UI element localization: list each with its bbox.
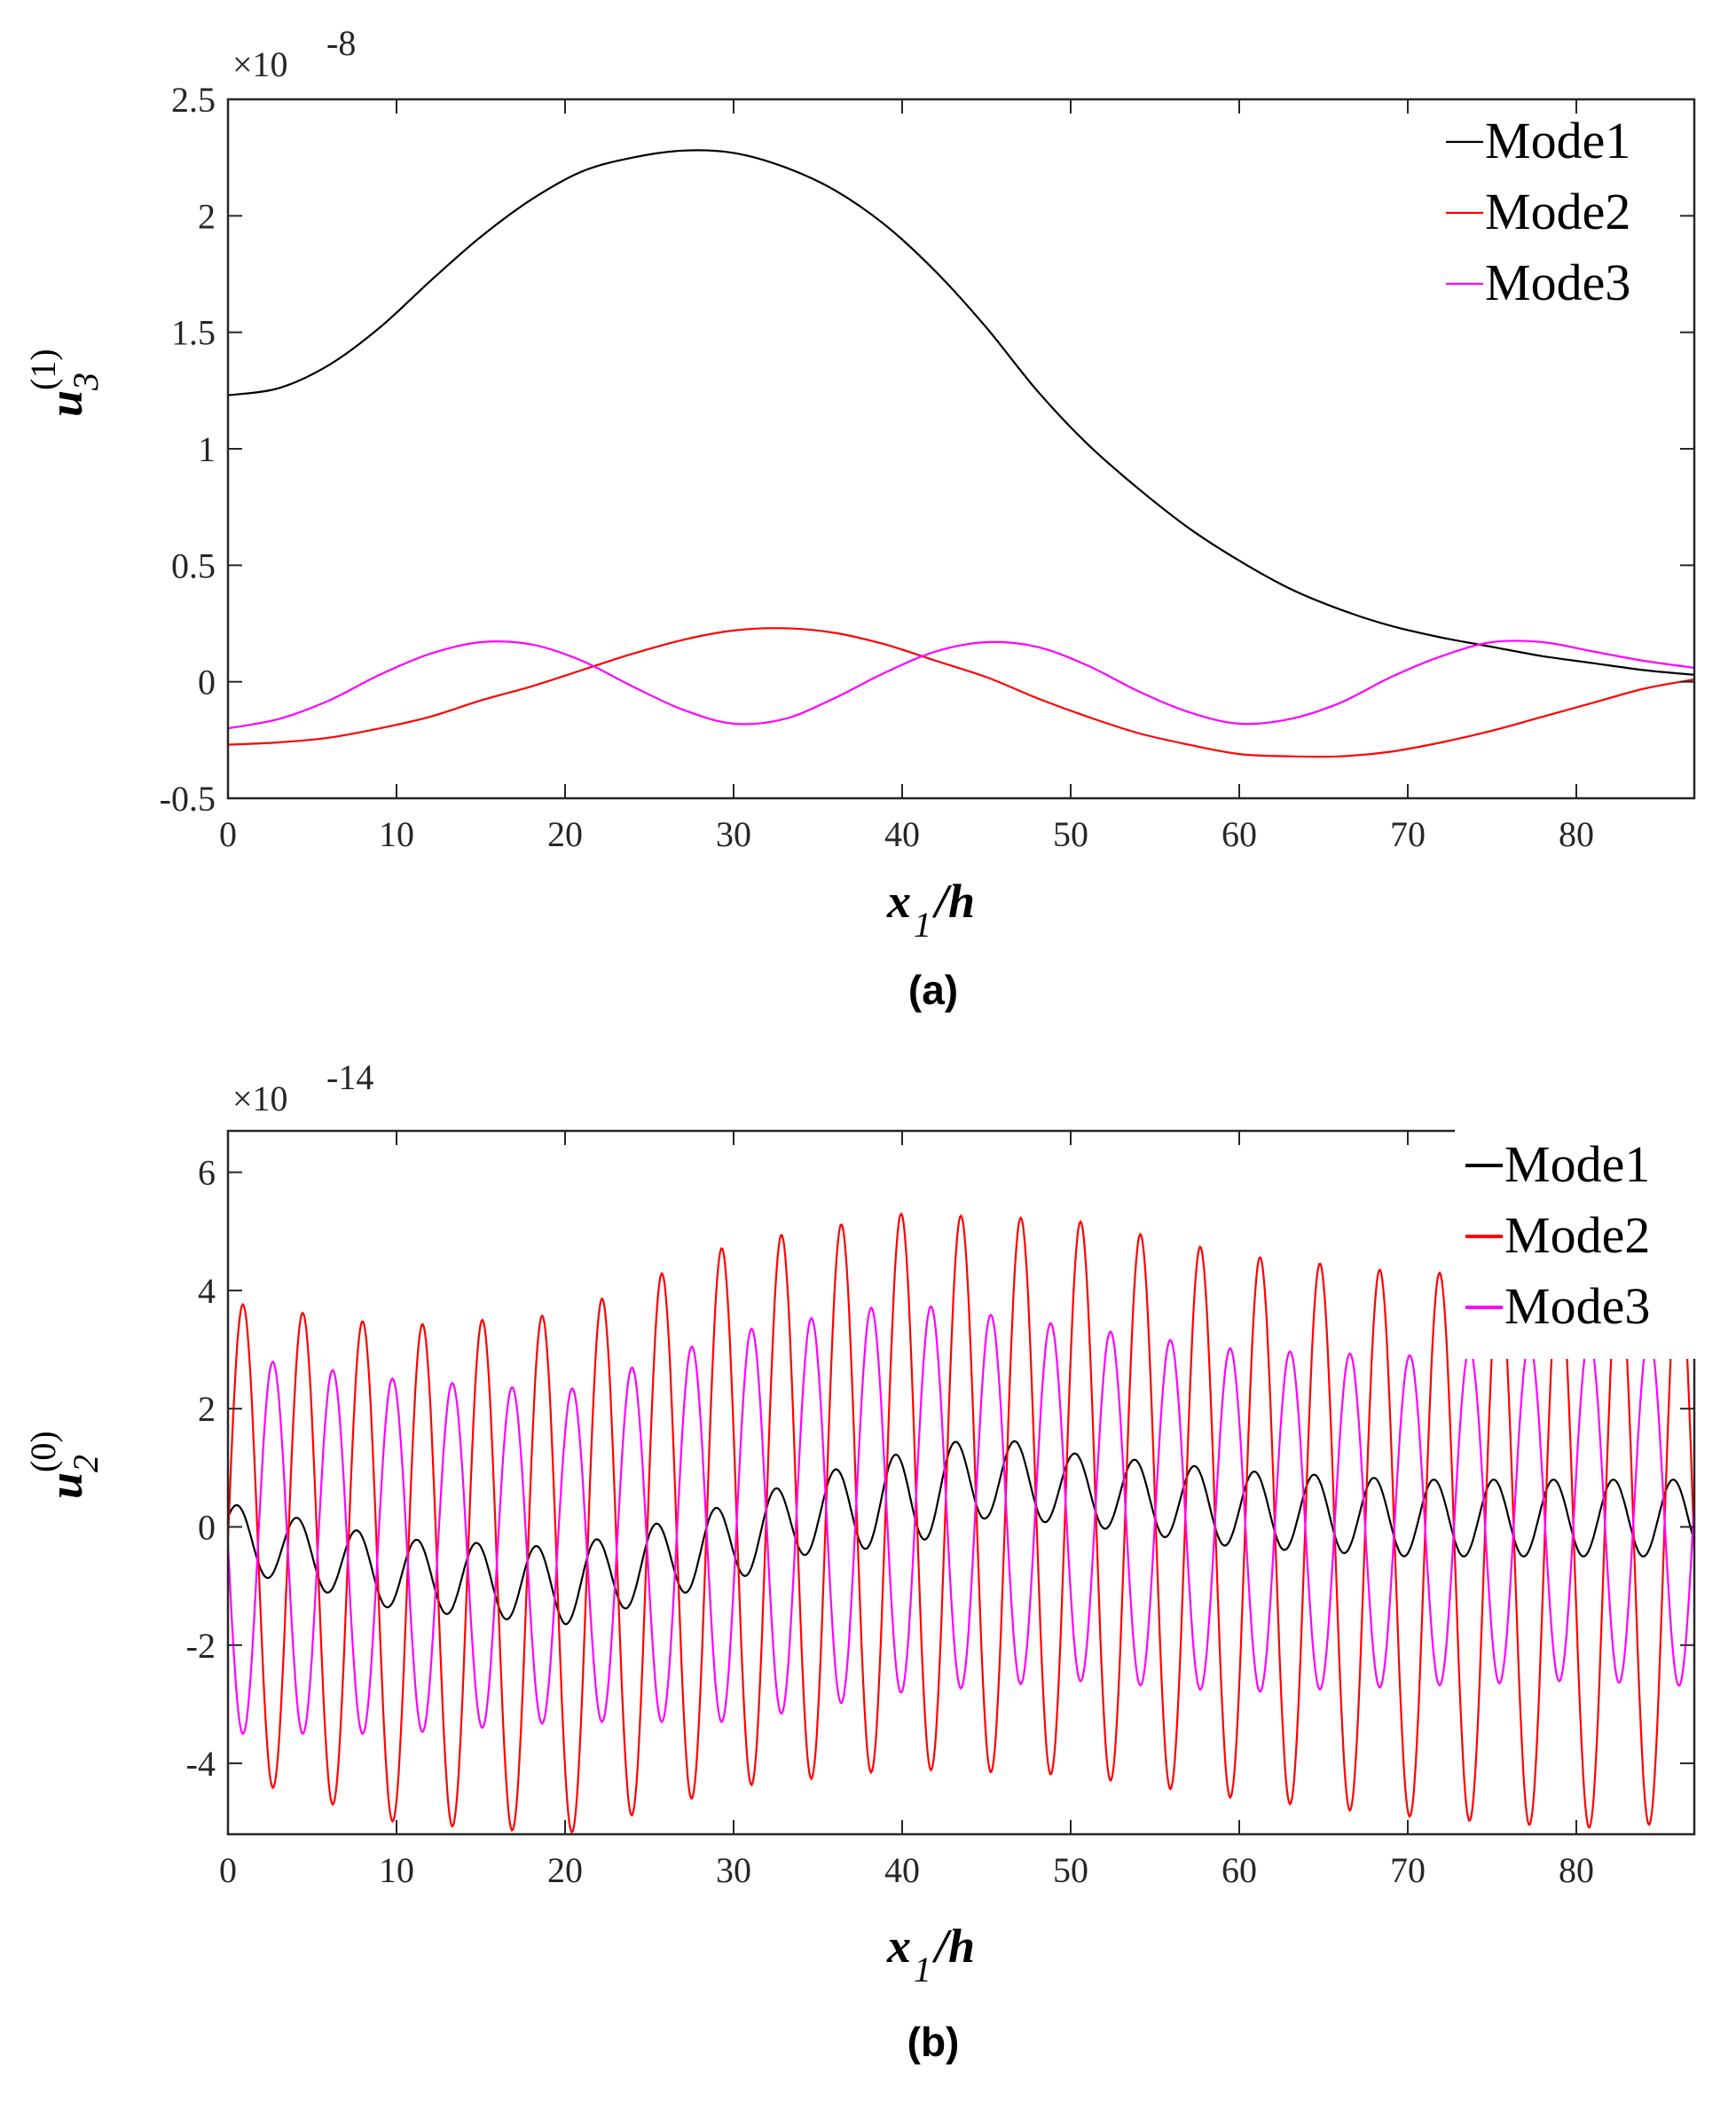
plot-area-b: 0 10 20 30 40 50 60 70 80 -4 -2 0 2 4 6 bbox=[186, 1129, 1696, 1890]
legend-label-a-mode3: Mode3 bbox=[1485, 254, 1630, 311]
chart-panel-a: ×10 -8 u 3 (1) x 1 /h (a) 0 10 20 30 40 50 60 7… bbox=[23, 23, 1696, 1013]
y-tick-label-b-1: -2 bbox=[186, 1626, 216, 1666]
series-group-a bbox=[228, 149, 1694, 758]
axes-box-a bbox=[226, 98, 1696, 800]
multiplier-b-base: ×10 bbox=[232, 1079, 288, 1118]
y-tick-label-a-2: 0.5 bbox=[171, 545, 216, 585]
y-axis-label-a-sub: 3 bbox=[66, 373, 106, 391]
multiplier-a: ×10 -8 bbox=[232, 23, 356, 84]
x-tick-label-a-0: 0 bbox=[219, 814, 237, 854]
legend-label-a-mode1: Mode1 bbox=[1485, 112, 1630, 169]
x-axis-label-a: x 1 /h bbox=[886, 875, 975, 945]
caption-a: (a) bbox=[908, 967, 958, 1013]
x-tick-label-a-5: 50 bbox=[1053, 814, 1088, 854]
chart-panel-b: ×10 -14 u 2 (0) x 1 /h (b) 0 10 20 30 40 50 60… bbox=[23, 1057, 1714, 2065]
x-tick-label-a-3: 30 bbox=[716, 814, 751, 854]
caption-b: (b) bbox=[907, 2019, 960, 2065]
multiplier-a-exp: -8 bbox=[326, 23, 356, 63]
x-tick-label-a-8: 80 bbox=[1559, 814, 1594, 854]
y-axis-label-b-sub: 2 bbox=[66, 1455, 106, 1472]
x-axis-label-b-base: x bbox=[886, 1919, 911, 1973]
series-line-b-mode2 bbox=[228, 1212, 1694, 1834]
x-tick-label-a-7: 70 bbox=[1390, 814, 1426, 854]
legend-label-a-mode2: Mode2 bbox=[1485, 183, 1630, 240]
y-tick-label-b-5: 6 bbox=[198, 1153, 216, 1193]
y-axis-label-a: u 3 (1) bbox=[23, 349, 106, 417]
y-tick-label-a-5: 2 bbox=[198, 196, 216, 236]
y-tick-label-a-1: 0 bbox=[198, 663, 216, 702]
y-axis-label-b-sup: (0) bbox=[23, 1431, 63, 1472]
x-axis-label-a-rest: /h bbox=[931, 875, 975, 928]
y-tick-label-b-0: -4 bbox=[186, 1744, 216, 1784]
x-tick-label-b-5: 50 bbox=[1053, 1850, 1088, 1890]
y-axis-label-a-base: u bbox=[39, 390, 92, 417]
y-tick-label-a-4: 1.5 bbox=[171, 313, 216, 353]
multiplier-b: ×10 -14 bbox=[232, 1057, 373, 1118]
x-axis-label-b-sub: 1 bbox=[914, 1950, 931, 1989]
x-tick-label-b-4: 40 bbox=[884, 1850, 920, 1890]
y-axis-label-b-base: u bbox=[39, 1472, 92, 1499]
x-tick-label-a-6: 60 bbox=[1221, 814, 1257, 854]
x-tick-label-a-2: 20 bbox=[547, 814, 583, 854]
x-tick-label-b-8: 80 bbox=[1559, 1850, 1594, 1890]
legend-label-b-mode2: Mode2 bbox=[1504, 1206, 1650, 1264]
series-line-a-mode2 bbox=[228, 627, 1694, 758]
series-line-b-mode3 bbox=[228, 1305, 1694, 1735]
y-tick-label-b-4: 4 bbox=[198, 1271, 216, 1311]
legend-label-b-mode1: Mode1 bbox=[1504, 1135, 1650, 1193]
x-tick-label-b-3: 30 bbox=[716, 1850, 751, 1890]
legend-b: Mode1 Mode2 Mode3 bbox=[1455, 1128, 1714, 1359]
x-tick-label-b-6: 60 bbox=[1221, 1850, 1257, 1890]
axes-box-b bbox=[226, 1129, 1696, 1836]
x-tick-label-a-4: 40 bbox=[884, 814, 920, 854]
y-axis-label-b: u 2 (0) bbox=[23, 1431, 106, 1499]
y-tick-label-b-3: 2 bbox=[198, 1389, 216, 1429]
x-tick-label-b-0: 0 bbox=[219, 1850, 237, 1890]
series-line-b-mode1 bbox=[228, 1440, 1694, 1626]
series-group-b bbox=[228, 1212, 1694, 1834]
multiplier-a-base: ×10 bbox=[232, 44, 288, 84]
y-tick-label-a-0: -0.5 bbox=[160, 779, 216, 819]
series-line-a-mode1 bbox=[228, 149, 1694, 676]
x-axis-label-a-sub: 1 bbox=[914, 905, 931, 945]
plot-area-a: 0 10 20 30 40 50 60 70 80-0.500.511.522.5 bbox=[160, 80, 1696, 854]
y-tick-label-b-2: 0 bbox=[198, 1507, 216, 1547]
y-axis-label-a-sup: (1) bbox=[23, 349, 63, 390]
legend-label-b-mode3: Mode3 bbox=[1504, 1277, 1650, 1335]
x-axis-label-a-base: x bbox=[886, 875, 911, 928]
x-axis-label-b-rest: /h bbox=[931, 1919, 975, 1973]
multiplier-b-exp: -14 bbox=[326, 1057, 373, 1097]
x-tick-label-b-2: 20 bbox=[547, 1850, 583, 1890]
legend-a: Mode1 Mode2 Mode3 bbox=[1446, 112, 1630, 311]
y-tick-label-a-3: 1 bbox=[198, 429, 216, 469]
series-line-a-mode3 bbox=[228, 640, 1694, 730]
x-tick-label-b-1: 10 bbox=[379, 1850, 414, 1890]
y-tick-label-a-6: 2.5 bbox=[171, 80, 216, 120]
x-tick-label-a-1: 10 bbox=[379, 814, 414, 854]
x-tick-label-b-7: 70 bbox=[1390, 1850, 1426, 1890]
x-axis-label-b: x 1 /h bbox=[886, 1919, 975, 1989]
